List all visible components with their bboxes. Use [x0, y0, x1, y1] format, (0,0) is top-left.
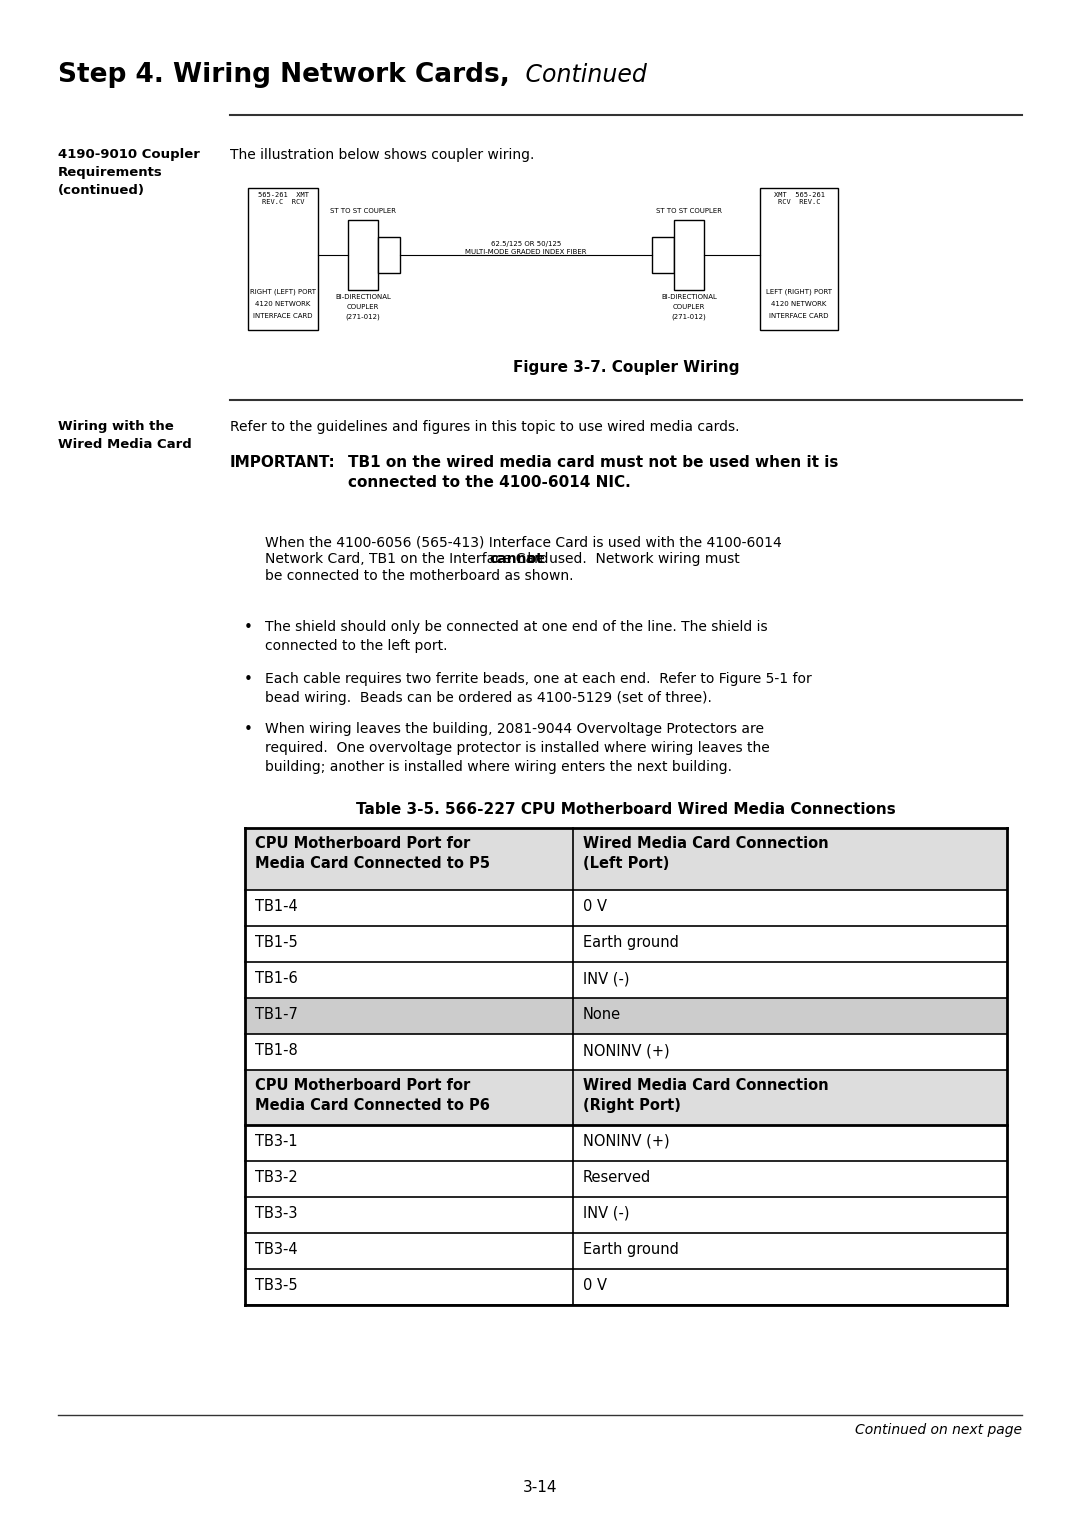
Text: MULTI-MODE GRADED INDEX FIBER: MULTI-MODE GRADED INDEX FIBER [465, 249, 586, 255]
Text: Wired Media Card Connection
(Right Port): Wired Media Card Connection (Right Port) [583, 1078, 828, 1113]
Text: INV (-): INV (-) [583, 971, 630, 986]
Text: XMT  565-261
RCV  REV.C: XMT 565-261 RCV REV.C [773, 192, 824, 205]
Text: COUPLER: COUPLER [347, 304, 379, 310]
Text: be used.  Network wiring must: be used. Network wiring must [523, 551, 740, 567]
Text: Continued: Continued [518, 63, 647, 87]
Text: •: • [244, 672, 253, 687]
Bar [245, 962, 1007, 999]
Text: TB1 on the wired media card must not be used when it is
connected to the 4100-60: TB1 on the wired media card must not be … [348, 455, 838, 490]
Text: 0 V: 0 V [583, 899, 607, 915]
Text: NONINV (+): NONINV (+) [583, 1043, 670, 1058]
Text: BI-DIRECTIONAL: BI-DIRECTIONAL [661, 295, 717, 299]
Text: Continued on next page: Continued on next page [855, 1423, 1022, 1437]
Bar [378, 237, 400, 273]
Bar [348, 220, 378, 290]
Text: Earth ground: Earth ground [583, 935, 678, 950]
Text: NONINV (+): NONINV (+) [583, 1135, 670, 1148]
Text: TB1-6: TB1-6 [255, 971, 298, 986]
Text: LEFT (RIGHT) PORT: LEFT (RIGHT) PORT [766, 289, 832, 295]
Text: 4190-9010 Coupler
Requirements
(continued): 4190-9010 Coupler Requirements (continue… [58, 148, 200, 197]
Bar [245, 828, 1007, 890]
Text: COUPLER: COUPLER [673, 304, 705, 310]
Text: Earth ground: Earth ground [583, 1241, 678, 1257]
Bar [245, 1034, 1007, 1070]
Text: Wired Media Card Connection
(Left Port): Wired Media Card Connection (Left Port) [583, 835, 828, 870]
Text: INTERFACE CARD: INTERFACE CARD [253, 313, 313, 319]
Text: •: • [244, 620, 253, 635]
Text: The shield should only be connected at one end of the line. The shield is
connec: The shield should only be connected at o… [265, 620, 768, 654]
Text: TB3-4: TB3-4 [255, 1241, 298, 1257]
Text: ST TO ST COUPLER: ST TO ST COUPLER [656, 208, 723, 214]
Text: cannot: cannot [489, 551, 543, 567]
Text: CPU Motherboard Port for
Media Card Connected to P6: CPU Motherboard Port for Media Card Conn… [255, 1078, 490, 1113]
Text: Each cable requires two ferrite beads, one at each end.  Refer to Figure 5-1 for: Each cable requires two ferrite beads, o… [265, 672, 812, 705]
Bar [245, 1125, 1007, 1161]
Text: (271-012): (271-012) [346, 315, 380, 321]
Bar [245, 925, 1007, 962]
Text: Table 3-5. 566-227 CPU Motherboard Wired Media Connections: Table 3-5. 566-227 CPU Motherboard Wired… [356, 802, 896, 817]
Bar [245, 1232, 1007, 1269]
Text: Reserved: Reserved [583, 1170, 651, 1185]
Text: Step 4. Wiring Network Cards,: Step 4. Wiring Network Cards, [58, 63, 510, 89]
Text: IMPORTANT:: IMPORTANT: [230, 455, 336, 470]
Text: TB1-5: TB1-5 [255, 935, 298, 950]
Text: 0 V: 0 V [583, 1278, 607, 1293]
Text: TB3-5: TB3-5 [255, 1278, 298, 1293]
Text: be connected to the motherboard as shown.: be connected to the motherboard as shown… [265, 570, 573, 583]
Text: TB1-4: TB1-4 [255, 899, 298, 915]
Text: TB1-7: TB1-7 [255, 1006, 298, 1022]
Text: •: • [244, 722, 253, 738]
Text: TB3-2: TB3-2 [255, 1170, 298, 1185]
Text: TB3-1: TB3-1 [255, 1135, 298, 1148]
Text: Refer to the guidelines and figures in this topic to use wired media cards.: Refer to the guidelines and figures in t… [230, 420, 740, 434]
Text: 4120 NETWORK: 4120 NETWORK [771, 301, 826, 307]
Text: Figure 3-7. Coupler Wiring: Figure 3-7. Coupler Wiring [513, 360, 739, 376]
Text: 565-261  XMT
REV.C  RCV: 565-261 XMT REV.C RCV [257, 192, 309, 205]
Text: CPU Motherboard Port for
Media Card Connected to P5: CPU Motherboard Port for Media Card Conn… [255, 835, 490, 870]
Bar [245, 1269, 1007, 1306]
Text: 3-14: 3-14 [523, 1480, 557, 1495]
Text: 4120 NETWORK: 4120 NETWORK [255, 301, 311, 307]
Bar [245, 999, 1007, 1034]
Bar [674, 220, 704, 290]
Text: BI-DIRECTIONAL: BI-DIRECTIONAL [335, 295, 391, 299]
Text: None: None [583, 1006, 621, 1022]
Bar [652, 237, 674, 273]
Text: Network Card, TB1 on the Interface Card: Network Card, TB1 on the Interface Card [265, 551, 553, 567]
Text: RIGHT (LEFT) PORT: RIGHT (LEFT) PORT [249, 289, 316, 295]
Text: When wiring leaves the building, 2081-9044 Overvoltage Protectors are
required. : When wiring leaves the building, 2081-90… [265, 722, 770, 774]
Text: Wiring with the
Wired Media Card: Wiring with the Wired Media Card [58, 420, 192, 450]
Text: ST TO ST COUPLER: ST TO ST COUPLER [330, 208, 396, 214]
Text: The illustration below shows coupler wiring.: The illustration below shows coupler wir… [230, 148, 535, 162]
Bar [760, 188, 838, 330]
Text: INTERFACE CARD: INTERFACE CARD [769, 313, 828, 319]
Bar [245, 1070, 1007, 1125]
Bar [245, 1161, 1007, 1197]
Text: TB1-8: TB1-8 [255, 1043, 298, 1058]
Text: When the 4100-6056 (565-413) Interface Card is used with the 4100-6014: When the 4100-6056 (565-413) Interface C… [265, 534, 782, 550]
Text: INV (-): INV (-) [583, 1206, 630, 1222]
Bar [248, 188, 318, 330]
Bar [245, 890, 1007, 925]
Text: 62.5/125 OR 50/125: 62.5/125 OR 50/125 [491, 241, 562, 247]
Bar [245, 1197, 1007, 1232]
Text: (271-012): (271-012) [672, 315, 706, 321]
Text: TB3-3: TB3-3 [255, 1206, 297, 1222]
